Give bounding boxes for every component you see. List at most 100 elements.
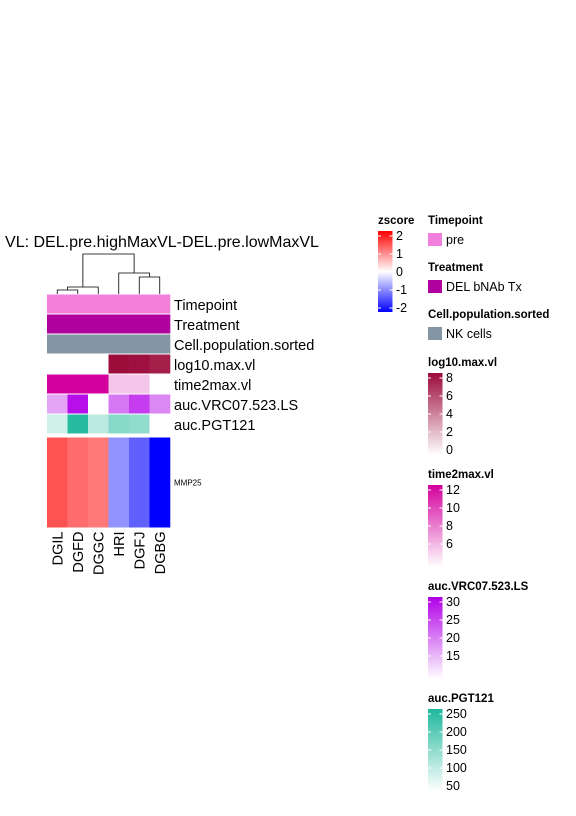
anno-cell-timepoint-dgil <box>47 294 68 314</box>
legend-bar-time2max-vl <box>428 485 443 567</box>
anno-cell-auc-pgt121-dggc <box>88 414 109 434</box>
anno-label-log10-max-vl: log10.max.vl <box>174 358 255 374</box>
legend-ticklabel-auc-pgt121: 50 <box>446 779 460 793</box>
anno-cell-log10-max-vl-dggc <box>88 354 109 374</box>
legend-ticklabel-auc-vrc07-523-ls: 15 <box>446 649 460 663</box>
col-label-dgfj: DGFJ <box>132 532 148 570</box>
legend-ticklabel-auc-pgt121: 250 <box>446 707 467 721</box>
anno-cell-auc-pgt121-dgfj <box>129 414 150 434</box>
legend-title-auc-vrc07-523-ls: auc.VRC07.523.LS <box>428 581 529 593</box>
anno-cell-cell-population-sorted-dgfd <box>67 334 89 354</box>
legend-ticklabel-time2max-vl: 10 <box>446 501 460 515</box>
chart-title: VL: DEL.pre.highMaxVL-DEL.pre.lowMaxVL <box>5 234 319 251</box>
legend-ticklabel-log10-max-vl: 8 <box>446 371 453 385</box>
column-labels: DGIL DGFD DGGC HRI DGFJ DGBG <box>50 532 169 576</box>
anno-cell-auc-vrc07-523-ls-dgfj <box>129 394 150 414</box>
anno-cell-auc-pgt121-dgfd <box>67 414 89 434</box>
row-label-mmp25: MMP25 <box>174 479 202 488</box>
anno-cell-timepoint-dggc <box>88 294 109 314</box>
legend-swatch-del-bnab-tx <box>428 280 442 293</box>
anno-cell-cell-population-sorted-dgil <box>47 334 68 354</box>
anno-cell-treatment-dggc <box>88 314 109 334</box>
anno-cell-time2max-vl-dgil <box>47 374 68 394</box>
col-label-dgfd: DGFD <box>71 532 87 573</box>
legend-title-treatment: Treatment <box>428 262 483 274</box>
anno-cell-time2max-vl-hri <box>108 374 130 394</box>
legend-ticklabel-log10-max-vl: 0 <box>446 443 453 457</box>
anno-cell-cell-population-sorted-hri <box>108 334 130 354</box>
heat-cell-mmp25-dgbg <box>149 437 171 528</box>
anno-cell-cell-population-sorted-dggc <box>88 334 109 354</box>
heatmap-body: MMP25 <box>47 437 202 528</box>
legend-title-time2max-vl: time2max.vl <box>428 469 494 481</box>
legend-swatch-pre <box>428 233 442 246</box>
col-label-dgil: DGIL <box>50 532 66 566</box>
anno-cell-treatment-dgfj <box>129 314 150 334</box>
annotation-tracks: Timepoint Treatment Cell.population.sorted… <box>47 294 314 434</box>
legend-ticklabel-zscore: -2 <box>396 301 407 315</box>
legend-bar-auc-pgt121 <box>428 709 443 791</box>
anno-cell-timepoint-hri <box>108 294 130 314</box>
legend-ticklabel-auc-vrc07-523-ls: 30 <box>446 595 460 609</box>
dendro-branch-right <box>118 272 150 294</box>
heat-cell-mmp25-dgil <box>47 437 68 528</box>
legend-label-del-bnab-tx: DEL bNAb Tx <box>446 280 522 294</box>
anno-cell-auc-vrc07-523-ls-hri <box>108 394 130 414</box>
anno-cell-auc-vrc07-523-ls-dgil <box>47 394 68 414</box>
anno-cell-time2max-vl-dggc <box>88 374 109 394</box>
legend-ticklabel-time2max-vl: 12 <box>446 483 460 497</box>
heat-cell-mmp25-dgfj <box>129 437 150 528</box>
legend-swatch-nk-cells <box>428 327 442 340</box>
legend-ticklabel-log10-max-vl: 4 <box>446 407 453 421</box>
anno-cell-cell-population-sorted-dgbg <box>149 334 171 354</box>
legend-ticklabel-auc-vrc07-523-ls: 25 <box>446 613 460 627</box>
anno-cell-timepoint-dgfj <box>129 294 150 314</box>
col-label-dggc: DGGC <box>91 532 107 576</box>
anno-cell-auc-vrc07-523-ls-dggc <box>88 394 109 414</box>
anno-label-time2max-vl: time2max.vl <box>174 378 251 394</box>
col-label-dgbg: DGBG <box>153 532 169 575</box>
legend-ticklabel-zscore: 2 <box>396 229 403 243</box>
anno-cell-log10-max-vl-dgil <box>47 354 68 374</box>
legend-bar-zscore <box>378 231 393 312</box>
legend-ticklabel-auc-pgt121: 150 <box>446 743 467 757</box>
legend-ticklabel-log10-max-vl: 6 <box>446 389 453 403</box>
anno-cell-treatment-dgfd <box>67 314 89 334</box>
legend-ticklabel-zscore: -1 <box>396 283 407 297</box>
anno-cell-time2max-vl-dgfd <box>67 374 89 394</box>
anno-cell-time2max-vl-dgfj <box>129 374 150 394</box>
column-dendrogram <box>56 253 161 294</box>
legend-ticklabel-zscore: 1 <box>396 247 403 261</box>
heat-cell-mmp25-dggc <box>88 437 109 528</box>
anno-cell-time2max-vl-dgbg <box>149 374 171 394</box>
anno-label-auc-pgt121: auc.PGT121 <box>174 418 255 434</box>
legend-title-timepoint: Timepoint <box>428 215 483 227</box>
legend-ticklabel-time2max-vl: 6 <box>446 537 453 551</box>
anno-cell-log10-max-vl-dgbg <box>149 354 171 374</box>
anno-label-treatment: Treatment <box>174 318 240 334</box>
legend-title-cell-population-sorted: Cell.population.sorted <box>428 309 549 321</box>
heat-cell-mmp25-dgfd <box>67 437 89 528</box>
anno-cell-auc-pgt121-hri <box>108 414 130 434</box>
anno-cell-auc-vrc07-523-ls-dgfd <box>67 394 89 414</box>
legend-ticklabel-log10-max-vl: 2 <box>446 425 453 439</box>
anno-cell-treatment-dgbg <box>149 314 171 334</box>
anno-cell-auc-vrc07-523-ls-dgbg <box>149 394 171 414</box>
legend-ticklabel-time2max-vl: 8 <box>446 519 453 533</box>
col-label-hri: HRI <box>112 532 128 557</box>
anno-cell-timepoint-dgbg <box>149 294 171 314</box>
legend-title-auc-pgt121: auc.PGT121 <box>428 693 494 705</box>
dendro-root <box>82 253 135 287</box>
anno-cell-cell-population-sorted-dgfj <box>129 334 150 354</box>
anno-cell-timepoint-dgfd <box>67 294 89 314</box>
anno-cell-treatment-hri <box>108 314 130 334</box>
legend-ticklabel-auc-vrc07-523-ls: 20 <box>446 631 460 645</box>
dendro-branch-dgil-dgfd <box>56 289 79 294</box>
heat-cell-mmp25-hri <box>108 437 130 528</box>
legend-label-nk-cells: NK cells <box>446 327 492 341</box>
legend-label-pre: pre <box>446 233 464 247</box>
anno-cell-auc-pgt121-dgbg <box>149 414 171 434</box>
anno-cell-auc-pgt121-dgil <box>47 414 68 434</box>
